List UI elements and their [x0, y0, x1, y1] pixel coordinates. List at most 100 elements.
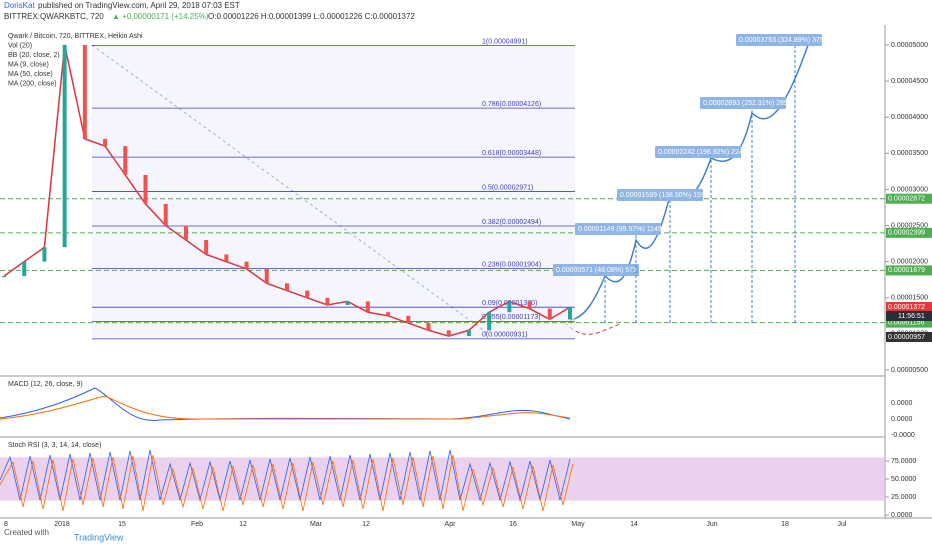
candle: [42, 247, 47, 262]
fib-label: 0.5(0.00002971): [482, 184, 533, 191]
target-label: 0.00002893 (252.31%) 2893: [703, 100, 792, 107]
candle: [82, 45, 87, 139]
x-tick-label: 8: [4, 521, 8, 528]
countdown-tag: [886, 311, 932, 322]
price-tag: [886, 317, 932, 328]
fib-label: 0.236(0.00001904): [482, 261, 541, 268]
y-tick-label: 0.00002500: [891, 222, 928, 229]
price-tag: [886, 227, 932, 238]
rsi-label: Stoch RSI (3, 3, 14, 14, close): [8, 442, 101, 449]
legend-entry: MA (9, close): [8, 61, 49, 68]
change: ▲ +0.00000171 (+14.25%): [112, 12, 209, 21]
y-tick-label: 0.00004000: [891, 114, 928, 121]
x-tick-label: 15: [118, 521, 126, 528]
candle: [204, 240, 209, 255]
publisher[interactable]: DorisKat: [4, 1, 35, 10]
x-tick-label: Mar: [310, 521, 323, 528]
fib-label: 0.618(0.00003448): [482, 150, 541, 157]
price-tag: [886, 302, 932, 313]
x-tick-label: 16: [509, 521, 517, 528]
candle: [487, 312, 492, 331]
candle: [224, 254, 229, 262]
ohlc: O:0.00001226 H:0.00001399 L:0.00001226 C…: [208, 12, 415, 21]
fib-label: 0.055(0.00001173): [482, 314, 541, 321]
legend-entry: BB (20, close, 2): [8, 52, 60, 59]
candle: [2, 276, 6, 278]
candle: [466, 330, 471, 337]
y-tick-label: 0.00005000: [891, 42, 928, 49]
fib-zone: [92, 45, 575, 339]
x-tick-label: 14: [630, 521, 638, 528]
rsi-k: [0, 449, 571, 502]
price-tag-label: 0.00001372: [888, 304, 925, 311]
candle: [527, 301, 532, 309]
countdown: 11:56:51: [898, 313, 925, 320]
x-tick-label: 2018: [54, 521, 70, 528]
y-tick-label: 0.00002000: [891, 259, 928, 266]
y-tick-label: 0.00000500: [891, 367, 928, 374]
macd-tick-label: 0.0000: [891, 400, 913, 407]
price-tag-label: 0.00002399: [888, 230, 925, 237]
target-label: 0.00003753 (324.89%) 3753: [739, 37, 828, 44]
price-tag: [886, 331, 932, 342]
rsi-tick-label: 25.0000: [891, 494, 916, 501]
y-tick-label: 0.00001500: [891, 295, 928, 302]
x-tick-label: May: [571, 521, 585, 528]
symbol: BITTREX:QWARKBTC, 720: [4, 12, 104, 21]
rsi-tick-label: 0.0000: [891, 512, 913, 519]
target-label: 0.00001599 (138.50%) 1599: [620, 192, 709, 199]
rsi-d: [0, 454, 574, 512]
price-tag-label: 0.00001879: [888, 267, 925, 274]
candle: [103, 138, 108, 147]
rsi-tick-label: 50.0000: [891, 476, 916, 483]
x-tick-label: Feb: [191, 521, 203, 528]
y-tick-label: 0.00004500: [891, 78, 928, 85]
price-tag: [886, 265, 932, 276]
target-box: [553, 264, 639, 276]
fib-label: 0(0.00000931): [482, 332, 528, 339]
y-tick-label: 0.00003500: [891, 150, 928, 157]
legend-entry: Qwark / Bitcoin, 720, BITTREX, Heikin As…: [8, 33, 143, 40]
target-box: [700, 97, 786, 109]
candle: [507, 301, 512, 313]
price-tag-label: 0.00001156: [888, 319, 925, 326]
candle: [406, 315, 411, 324]
candle: [264, 268, 269, 284]
candle: [62, 45, 67, 248]
macd-tick-label: -0.0000: [891, 432, 915, 439]
target-label: 0.00000571 (48.08%) 571: [556, 267, 637, 274]
candle: [22, 261, 27, 277]
price-line: [3, 44, 571, 337]
footer-brand[interactable]: TradingView: [74, 532, 124, 542]
fib-label: 0.382(0.00002494): [482, 219, 541, 226]
bear-path: [564, 321, 621, 335]
x-tick-label: Apr: [445, 521, 457, 528]
fib-label: 0.786(0.00004126): [482, 101, 541, 108]
candle: [345, 301, 350, 305]
price-tag-label: 0.00002872: [888, 196, 925, 203]
candle: [568, 307, 572, 320]
target-label: 0.00001149 (99.57%) 1149: [578, 226, 662, 233]
candle: [143, 175, 148, 204]
candle: [325, 297, 330, 305]
fib-label: 1(0.00004991): [482, 38, 528, 45]
target-box: [655, 146, 741, 158]
legend-entry: Vol (20): [8, 42, 32, 49]
candle: [365, 301, 370, 313]
candle: [305, 290, 310, 298]
price-tag: [886, 193, 932, 204]
candle: [163, 203, 168, 226]
candle: [547, 308, 552, 320]
candle: [285, 283, 289, 291]
legend-entry: MA (200, close): [8, 80, 57, 87]
y-tick-label: 0.00003000: [891, 186, 928, 193]
x-tick-label: Jul: [838, 521, 847, 528]
target-box: [736, 34, 822, 46]
x-tick-label: Jun: [706, 521, 717, 528]
candle: [446, 330, 451, 337]
candle: [244, 261, 249, 269]
macd-signal: [0, 395, 571, 420]
footer-created: Created with: [4, 528, 49, 537]
candle: [183, 225, 188, 240]
